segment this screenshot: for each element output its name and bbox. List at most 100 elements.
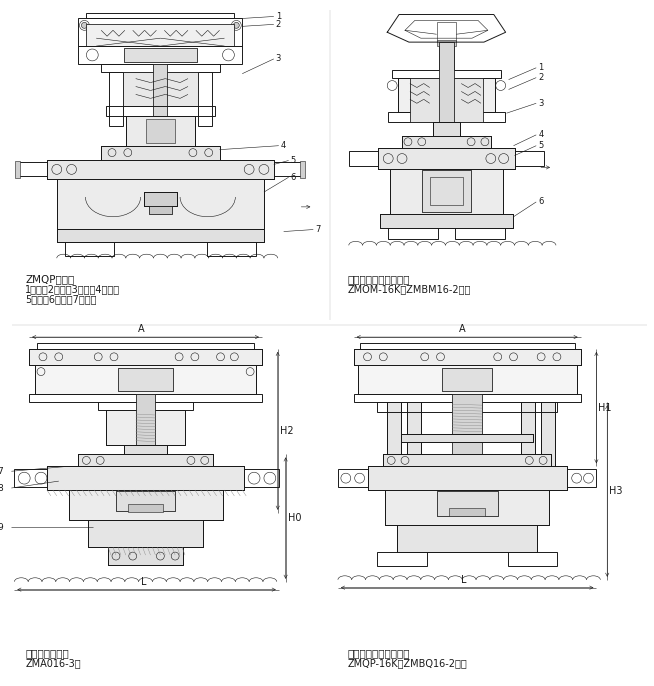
Bar: [377, 552, 426, 566]
Text: 二位三通切断阀: 二位三通切断阀: [26, 648, 69, 658]
Bar: [47, 466, 244, 490]
Bar: [15, 161, 20, 178]
Bar: [124, 48, 197, 62]
Bar: [354, 349, 581, 365]
Bar: [443, 368, 492, 391]
Bar: [86, 12, 234, 19]
Bar: [47, 160, 274, 179]
Bar: [116, 491, 175, 510]
Text: 单座切断阀（立柱式）: 单座切断阀（立柱式）: [348, 648, 410, 658]
Bar: [124, 48, 197, 62]
Text: 5: 5: [290, 156, 296, 165]
Bar: [57, 228, 264, 242]
Bar: [401, 434, 533, 442]
Bar: [439, 42, 455, 156]
Text: 8: 8: [0, 484, 3, 493]
Bar: [439, 42, 455, 156]
Text: 5: 5: [538, 141, 543, 150]
Bar: [198, 72, 212, 126]
Bar: [383, 454, 551, 466]
Bar: [124, 445, 167, 454]
Circle shape: [82, 23, 88, 28]
Bar: [69, 490, 222, 519]
Text: H2: H2: [280, 426, 294, 436]
Bar: [154, 64, 167, 172]
Text: 套筒切断阀（带手轮）: 套筒切断阀（带手轮）: [348, 274, 410, 284]
Bar: [135, 394, 156, 523]
Text: 6: 6: [290, 173, 296, 182]
Bar: [433, 122, 460, 136]
Bar: [407, 402, 421, 471]
Bar: [437, 491, 498, 516]
Text: H1: H1: [598, 403, 612, 412]
Bar: [57, 179, 264, 228]
Text: 4: 4: [538, 130, 543, 139]
Bar: [57, 179, 264, 228]
Bar: [144, 192, 177, 206]
Bar: [387, 402, 401, 471]
Bar: [383, 454, 551, 466]
Text: 3: 3: [538, 99, 543, 108]
Text: 7: 7: [0, 466, 3, 476]
Bar: [101, 64, 220, 72]
Text: A: A: [459, 324, 466, 334]
Bar: [144, 192, 177, 206]
Bar: [148, 206, 172, 214]
Text: 1: 1: [538, 63, 543, 72]
Bar: [541, 402, 555, 471]
Text: L: L: [141, 577, 146, 587]
Bar: [78, 46, 242, 64]
Bar: [47, 160, 274, 179]
Text: 2: 2: [276, 20, 281, 29]
Bar: [422, 170, 471, 212]
Bar: [390, 169, 503, 214]
Bar: [392, 70, 501, 78]
Bar: [390, 169, 503, 214]
Bar: [508, 552, 557, 566]
Bar: [385, 490, 549, 525]
Bar: [521, 402, 535, 471]
Bar: [126, 116, 195, 145]
Bar: [148, 206, 172, 214]
Bar: [14, 469, 47, 487]
Text: 2: 2: [538, 73, 543, 82]
Bar: [35, 365, 256, 394]
Bar: [244, 469, 279, 487]
Bar: [35, 365, 256, 394]
Text: 1: 1: [276, 12, 281, 21]
Text: A: A: [138, 324, 145, 334]
Bar: [118, 368, 173, 391]
Bar: [410, 78, 483, 122]
Circle shape: [233, 23, 239, 28]
Bar: [109, 72, 123, 126]
Bar: [368, 466, 567, 490]
Bar: [541, 402, 555, 471]
Bar: [387, 402, 401, 471]
Bar: [385, 490, 549, 525]
Bar: [521, 402, 535, 471]
Bar: [397, 525, 537, 552]
Bar: [433, 122, 460, 136]
Bar: [108, 547, 183, 565]
Bar: [86, 25, 234, 46]
Text: ZMOM-16K（ZMBM16-2）型: ZMOM-16K（ZMBM16-2）型: [348, 284, 471, 294]
Bar: [37, 343, 254, 349]
Bar: [430, 177, 463, 205]
Bar: [65, 242, 114, 256]
Bar: [338, 469, 368, 487]
Bar: [381, 214, 513, 228]
Bar: [98, 402, 193, 410]
Bar: [407, 402, 421, 471]
Bar: [101, 145, 220, 160]
Text: H3: H3: [610, 486, 623, 496]
Text: ZMQP单座型: ZMQP单座型: [26, 274, 75, 284]
Bar: [101, 145, 220, 160]
Text: L: L: [461, 575, 467, 584]
Bar: [567, 469, 596, 487]
Bar: [358, 365, 577, 394]
Bar: [379, 147, 515, 169]
Bar: [106, 410, 185, 445]
Bar: [126, 116, 195, 145]
Bar: [57, 228, 264, 242]
Bar: [402, 136, 491, 147]
